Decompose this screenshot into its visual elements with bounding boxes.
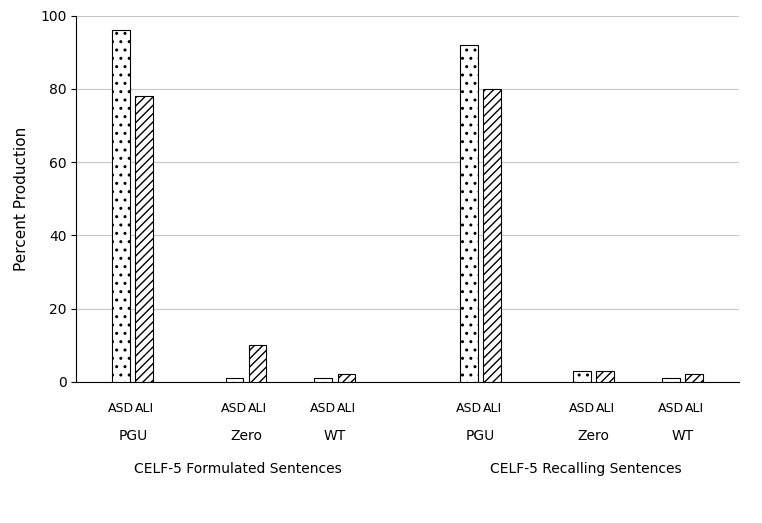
Text: Zero: Zero <box>230 429 262 444</box>
Bar <box>483 89 501 382</box>
Bar <box>338 374 355 382</box>
Bar <box>573 371 591 382</box>
Text: ASD: ASD <box>456 402 482 415</box>
Text: WT: WT <box>324 429 346 444</box>
Bar <box>597 371 614 382</box>
Bar <box>112 30 130 382</box>
Text: ALI: ALI <box>482 402 501 415</box>
Text: ASD: ASD <box>108 402 134 415</box>
Text: ALI: ALI <box>684 402 703 415</box>
Text: CELF-5 Recalling Sentences: CELF-5 Recalling Sentences <box>490 462 681 476</box>
Text: WT: WT <box>671 429 693 444</box>
Bar <box>315 378 332 382</box>
Bar <box>226 378 243 382</box>
Text: PGU: PGU <box>118 429 147 444</box>
Text: ALI: ALI <box>135 402 154 415</box>
Bar <box>248 345 267 382</box>
Text: Zero: Zero <box>578 429 610 444</box>
Text: CELF-5 Formulated Sentences: CELF-5 Formulated Sentences <box>134 462 342 476</box>
Bar <box>460 45 478 382</box>
Text: ALI: ALI <box>596 402 615 415</box>
Text: PGU: PGU <box>466 429 495 444</box>
Bar <box>662 378 680 382</box>
Bar <box>136 96 153 382</box>
Text: ALI: ALI <box>337 402 356 415</box>
Text: ALI: ALI <box>248 402 267 415</box>
Text: ASD: ASD <box>310 402 336 415</box>
Text: ASD: ASD <box>658 402 684 415</box>
Bar <box>685 374 703 382</box>
Text: ASD: ASD <box>221 402 248 415</box>
Text: ASD: ASD <box>569 402 595 415</box>
Y-axis label: Percent Production: Percent Production <box>14 127 29 271</box>
